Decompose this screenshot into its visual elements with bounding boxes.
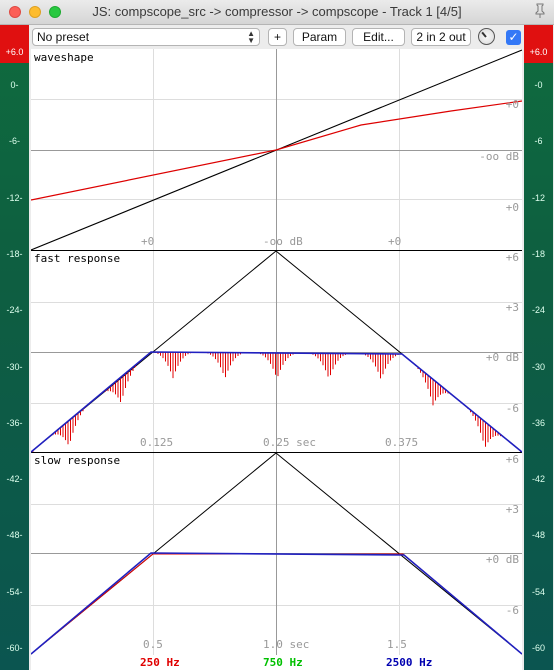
fast-y-label: +6	[505, 251, 519, 264]
clip-indicator[interactable]	[0, 25, 29, 63]
scope-graph	[31, 49, 522, 655]
meter-scale-label: -48	[531, 530, 545, 541]
title-bar: JS: compscope_src -> compressor -> comps…	[0, 0, 554, 25]
maximize-window-button[interactable]	[49, 6, 61, 18]
waveshape-x-label: -oo dB	[263, 235, 303, 248]
clip-indicator[interactable]	[524, 25, 553, 63]
updown-chevron-icon: ▲ ▼	[247, 29, 255, 45]
meter-scale-label: -12	[531, 192, 545, 203]
meter-scale-label: -0	[534, 80, 543, 90]
meter-scale-label: -54-	[6, 586, 23, 597]
edit-button[interactable]: Edit...	[352, 28, 405, 46]
meter-scale-label: -6-	[9, 136, 20, 147]
slow-x-label: 1.5	[387, 638, 407, 651]
meter-scale-label: -48-	[6, 530, 23, 541]
slow-response-panel-title: slow response	[34, 454, 121, 467]
scope-display: waveshape fast response slow response +0…	[31, 49, 522, 655]
io-routing-button[interactable]: 2 in 2 out	[411, 28, 471, 46]
meter-scale-label: -54	[531, 586, 545, 597]
meter-scale-label: -30	[531, 361, 545, 372]
meter-scale-label: -24	[531, 305, 545, 316]
peak-readout: +6.0	[529, 47, 548, 57]
slow-y-label: +0 dB	[485, 553, 519, 566]
waveshape-y-label: +0	[505, 98, 519, 111]
meter-scale-label: -42-	[6, 474, 23, 485]
param-button[interactable]: Param	[293, 28, 346, 46]
meter-scale-label: -42	[531, 474, 545, 485]
peak-readout: +6.0	[5, 47, 24, 57]
slow-y-label: -6	[505, 604, 519, 617]
waveshape-panel-title: waveshape	[34, 51, 94, 64]
right-level-meter: +6.0 -0 -6 -12 -18 -24 -30 -36 -42 -48 -54 -60	[524, 25, 553, 670]
meter-scale-label: 0-	[10, 80, 19, 90]
fast-y-label: +3	[505, 301, 519, 314]
meter-scale-label: -60-	[6, 643, 23, 653]
fast-x-label: 0.375	[385, 436, 419, 449]
meter-scale-label: -24-	[6, 305, 23, 316]
band-legend: 250 Hz 750 Hz 2500 Hz	[31, 655, 522, 670]
meter-scale-label: -18-	[6, 248, 23, 259]
meter-scale-label: -6	[534, 136, 543, 147]
left-level-meter: +6.0 0- -6- -12- -18- -24- -30- -36- -42- -48- -5…	[0, 25, 29, 670]
slow-y-label: +3	[505, 503, 519, 516]
preset-value: No preset	[37, 30, 90, 44]
add-preset-button[interactable]: +	[268, 28, 287, 46]
wet-dry-knob[interactable]	[478, 28, 495, 45]
pin-icon[interactable]	[533, 3, 547, 19]
waveshape-x-label: +0	[388, 235, 402, 248]
close-window-button[interactable]	[9, 6, 21, 18]
window-title: JS: compscope_src -> compressor -> comps…	[92, 4, 462, 19]
band-2500-label: 2500 Hz	[386, 656, 433, 669]
waveshape-y-label: +0	[505, 201, 519, 214]
waveshape-y-label: -oo dB	[479, 150, 519, 163]
preset-select[interactable]: No preset ▲ ▼	[32, 28, 260, 46]
meter-scale-label: -30-	[6, 361, 23, 372]
fast-x-label: 0.25 sec	[263, 436, 316, 449]
fast-response-panel-title: fast response	[34, 252, 121, 265]
band-750-label: 750 Hz	[263, 656, 303, 669]
minimize-window-button[interactable]	[29, 6, 41, 18]
slow-y-label: +6	[505, 453, 519, 466]
meter-scale-label: -36-	[6, 417, 23, 428]
toolbar: No preset ▲ ▼ + Param Edit... 2 in 2 out …	[0, 25, 554, 50]
meter-scale-label: -12-	[6, 192, 23, 203]
meter-scale-label: -18	[531, 248, 545, 259]
band-250-label: 250 Hz	[140, 656, 180, 669]
slow-x-label: 1.0 sec	[263, 638, 310, 651]
meter-scale-label: -36	[531, 417, 545, 428]
slow-x-label: 0.5	[143, 638, 163, 651]
enable-checkbox[interactable]: ✓	[506, 30, 521, 45]
fast-x-label: 0.125	[140, 436, 174, 449]
waveshape-x-label: +0	[141, 235, 155, 248]
meter-scale-label: -60	[531, 643, 545, 653]
fast-y-label: +0 dB	[485, 351, 519, 364]
fast-y-label: -6	[505, 402, 519, 415]
